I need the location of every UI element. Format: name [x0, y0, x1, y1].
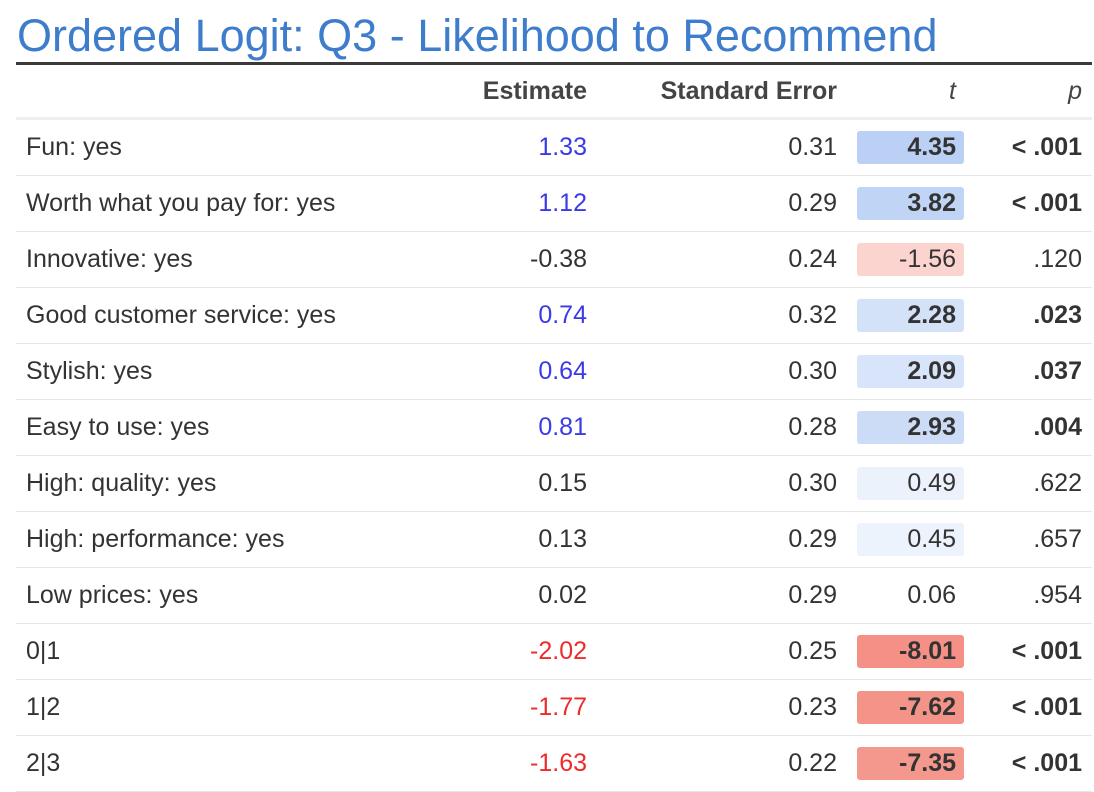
t-value: 0.45: [857, 523, 964, 556]
t-value: 2.93: [857, 411, 964, 444]
estimate-value: -1.77: [530, 693, 587, 721]
t-value: 0.49: [857, 467, 964, 500]
p-value: .120: [1033, 245, 1082, 273]
p-value: < .001: [1011, 133, 1082, 161]
row-label: 0|1: [26, 637, 61, 665]
standard-error-value: 0.30: [788, 469, 837, 497]
t-cell: 3.82: [857, 176, 964, 231]
title-divider: [16, 62, 1092, 65]
header-estimate: Estimate: [482, 76, 587, 105]
row-label: High: performance: yes: [26, 525, 285, 553]
p-value: < .001: [1011, 637, 1082, 665]
p-value: .037: [1033, 357, 1082, 385]
standard-error-value: 0.28: [788, 413, 837, 441]
estimate-value: 0.15: [538, 469, 587, 497]
header-p: p: [1068, 76, 1082, 105]
t-value: -7.62: [857, 691, 964, 724]
estimate-value: 0.13: [538, 525, 587, 553]
standard-error-value: 0.29: [788, 525, 837, 553]
t-cell: 2.09: [857, 344, 964, 399]
estimate-value: 0.02: [538, 581, 587, 609]
table-body: Fun: yes 1.33 0.31 4.35 < .001 Worth what you…: [16, 120, 1092, 792]
estimate-value: -0.38: [530, 245, 587, 273]
standard-error-value: 0.24: [788, 245, 837, 273]
p-value: .657: [1033, 525, 1082, 553]
p-value: .023: [1033, 301, 1082, 329]
p-value: < .001: [1011, 749, 1082, 777]
t-value: 2.09: [857, 355, 964, 388]
page-title: Ordered Logit: Q3 - Likelihood to Recomm…: [17, 10, 938, 61]
t-cell: 2.93: [857, 400, 964, 455]
p-value: .004: [1033, 413, 1082, 441]
standard-error-value: 0.30: [788, 357, 837, 385]
t-value: -7.35: [857, 747, 964, 780]
table-row: Innovative: yes -0.38 0.24 -1.56 .120: [16, 232, 1092, 288]
t-cell: -7.35: [857, 736, 964, 791]
table-row: Easy to use: yes 0.81 0.28 2.93 .004: [16, 400, 1092, 456]
table-row: High: performance: yes 0.13 0.29 0.45 .657: [16, 512, 1092, 568]
row-label: Innovative: yes: [26, 245, 193, 273]
row-label: Stylish: yes: [26, 357, 153, 385]
estimate-value: 1.33: [538, 133, 587, 161]
p-value: .954: [1033, 581, 1082, 609]
t-cell: -7.62: [857, 680, 964, 735]
estimate-value: -2.02: [530, 637, 587, 665]
header-t-label: t: [949, 76, 956, 105]
t-cell: -8.01: [857, 624, 964, 679]
standard-error-value: 0.22: [788, 749, 837, 777]
row-label: Worth what you pay for: yes: [26, 189, 336, 217]
standard-error-value: 0.31: [788, 133, 837, 161]
estimate-value: 1.12: [538, 189, 587, 217]
p-value: < .001: [1011, 693, 1082, 721]
row-label: 1|2: [26, 693, 61, 721]
row-label: Low prices: yes: [26, 581, 199, 609]
standard-error-value: 0.29: [788, 189, 837, 217]
standard-error-value: 0.25: [788, 637, 837, 665]
t-cell: 2.28: [857, 288, 964, 343]
t-cell: 4.35: [857, 120, 964, 175]
table-row: Worth what you pay for: yes 1.12 0.29 3.82 <…: [16, 176, 1092, 232]
row-label: 2|3: [26, 749, 61, 777]
header-standard-error: Standard Error: [660, 76, 837, 105]
t-value: 2.28: [857, 299, 964, 332]
estimate-value: 0.74: [538, 301, 587, 329]
estimate-value: 0.81: [538, 413, 587, 441]
t-value: 3.82: [857, 187, 964, 220]
estimate-value: 0.64: [538, 357, 587, 385]
t-cell: 0.06: [857, 568, 964, 623]
table-row: 1|2 -1.77 0.23 -7.62 < .001: [16, 680, 1092, 736]
table-row: Good customer service: yes 0.74 0.32 2.28 .0…: [16, 288, 1092, 344]
row-label: Easy to use: yes: [26, 413, 210, 441]
t-value: 0.06: [907, 581, 956, 609]
standard-error-value: 0.32: [788, 301, 837, 329]
table-header: Estimate Standard Error t p: [16, 65, 1092, 120]
table-row: Low prices: yes 0.02 0.29 0.06 .954: [16, 568, 1092, 624]
header-t: t: [857, 65, 964, 117]
row-label: High: quality: yes: [26, 469, 217, 497]
t-cell: 0.45: [857, 512, 964, 567]
row-label: Fun: yes: [26, 133, 122, 161]
table-row: 2|3 -1.63 0.22 -7.35 < .001: [16, 736, 1092, 792]
estimate-value: -1.63: [530, 749, 587, 777]
p-value: .622: [1033, 469, 1082, 497]
table-row: Fun: yes 1.33 0.31 4.35 < .001: [16, 120, 1092, 176]
t-value: -1.56: [857, 243, 964, 276]
t-value: -8.01: [857, 635, 964, 668]
table-row: Stylish: yes 0.64 0.30 2.09 .037: [16, 344, 1092, 400]
t-cell: 0.49: [857, 456, 964, 511]
t-cell: -1.56: [857, 232, 964, 287]
standard-error-value: 0.29: [788, 581, 837, 609]
p-value: < .001: [1011, 189, 1082, 217]
standard-error-value: 0.23: [788, 693, 837, 721]
table-row: High: quality: yes 0.15 0.30 0.49 .622: [16, 456, 1092, 512]
results-table: Estimate Standard Error t p Fun: yes 1.33…: [16, 65, 1092, 792]
row-label: Good customer service: yes: [26, 301, 336, 329]
table-row: 0|1 -2.02 0.25 -8.01 < .001: [16, 624, 1092, 680]
t-value: 4.35: [857, 131, 964, 164]
